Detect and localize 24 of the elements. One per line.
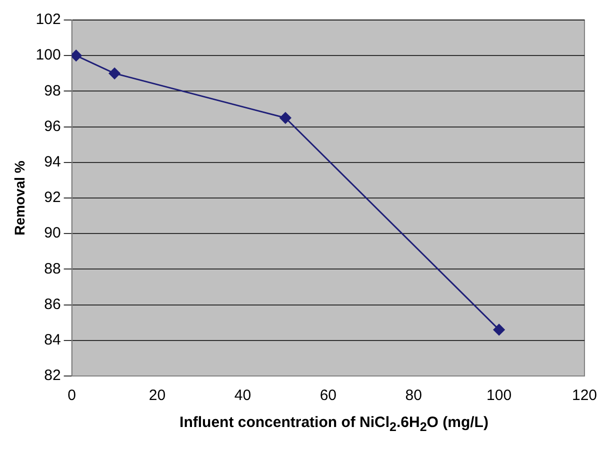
- y-tick-label: 102: [36, 11, 61, 28]
- x-tick-label: 100: [486, 387, 512, 404]
- x-tick-label: 120: [572, 387, 597, 404]
- y-tick-label: 86: [44, 296, 61, 313]
- point: [72, 50, 82, 62]
- y-tick-label: 96: [44, 118, 61, 135]
- y-tick-label: 88: [44, 260, 61, 278]
- point: [108, 68, 120, 80]
- y-tick-label: 90: [44, 224, 61, 242]
- x-tick-label: 20: [148, 387, 166, 404]
- point: [493, 324, 505, 336]
- y-tick-label: 92: [44, 189, 61, 206]
- y-tick-label: 82: [44, 367, 61, 384]
- y-tick-label: 98: [44, 82, 61, 100]
- x-tick-label: 0: [68, 387, 76, 404]
- point: [280, 112, 292, 124]
- y-tick-label: 94: [44, 154, 61, 171]
- x-axis-title: Influent concentration of NiCl$_{2}$.6H$_{2}$O (mg/L): [178, 414, 490, 434]
- x-tick-label: 80: [405, 387, 422, 404]
- y-axis-title: Removal %: [11, 160, 28, 236]
- x-tick-label: 40: [234, 387, 252, 404]
- y-tick-label: 100: [36, 46, 61, 64]
- x-tick-label: 60: [320, 387, 336, 404]
- y-tick-label: 84: [44, 332, 61, 349]
